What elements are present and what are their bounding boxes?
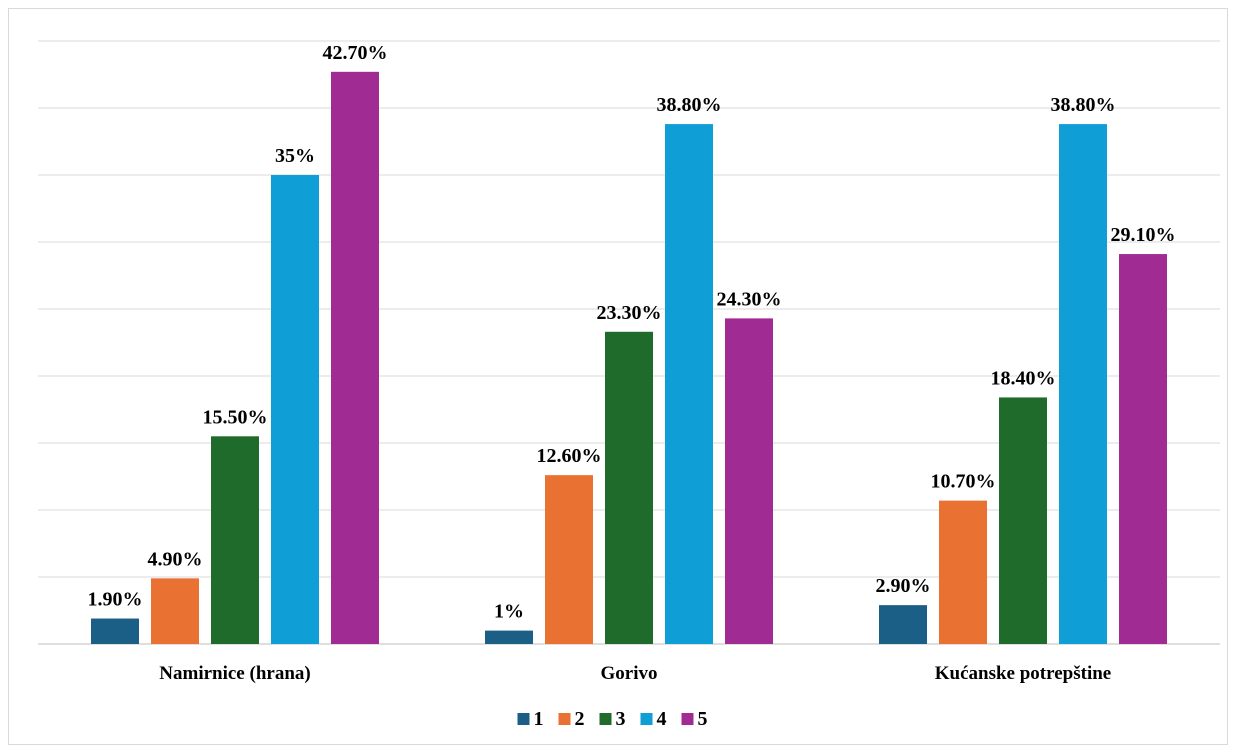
legend-label: 5 (698, 708, 708, 730)
category-label: Namirnice (hrana) (159, 663, 310, 684)
bar-2-5 (725, 318, 773, 644)
bar-3-4 (1059, 124, 1107, 644)
category-axis-labels: Namirnice (hrana) Gorivo Kućanske potrepšt… (159, 663, 1111, 684)
data-label: 23.30% (597, 302, 662, 324)
bar-3-1 (879, 605, 927, 644)
data-label: 18.40% (991, 367, 1056, 389)
legend-swatch-4 (640, 713, 653, 725)
data-label: 15.50% (203, 406, 268, 428)
bar-1-1 (91, 618, 139, 644)
bar-3-2 (939, 500, 987, 644)
data-label: 38.80% (657, 94, 722, 116)
legend-swatch-3 (599, 713, 612, 725)
data-label: 42.70% (323, 42, 388, 64)
category-label: Gorivo (601, 663, 658, 684)
bars (91, 71, 1167, 644)
bar-1-5 (331, 71, 379, 644)
bar-1-4 (271, 175, 319, 644)
legend-swatch-5 (681, 713, 694, 725)
bar-1-3 (211, 436, 259, 644)
legend-label: 4 (657, 708, 667, 730)
bar-3-5 (1119, 254, 1167, 644)
bar-3-3 (999, 397, 1047, 644)
data-label: 2.90% (876, 575, 931, 597)
bar-2-1 (485, 630, 533, 644)
legend-swatch-2 (558, 713, 571, 725)
bar-2-3 (605, 331, 653, 644)
data-label: 10.70% (931, 471, 996, 493)
data-label: 1.90% (88, 589, 143, 611)
bar-1-2 (151, 578, 199, 644)
data-label: 24.30% (717, 288, 782, 310)
category-label: Kućanske potrepštine (935, 663, 1111, 684)
legend-label: 3 (616, 708, 626, 730)
data-labels: 1.90%4.90% 15.50% 35% 42.70% 1% 12.60% 23.30% 3… (88, 42, 1176, 623)
data-label: 4.90% (148, 548, 203, 570)
data-label: 35% (275, 145, 315, 167)
legend-label: 1 (534, 708, 544, 730)
bar-2-4 (665, 124, 713, 644)
data-label: 12.60% (537, 445, 602, 467)
legend: 1 2 3 4 5 (517, 708, 708, 730)
data-label: 1% (494, 601, 524, 623)
legend-swatch-1 (517, 713, 530, 725)
data-label: 38.80% (1051, 94, 1116, 116)
bar-2-2 (545, 475, 593, 644)
legend-label: 2 (575, 708, 585, 730)
data-label: 29.10% (1111, 224, 1176, 246)
